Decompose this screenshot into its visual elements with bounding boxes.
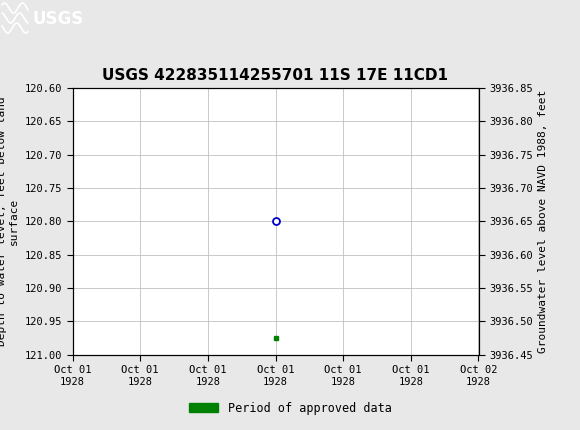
Y-axis label: Depth to water level, feet below land
surface: Depth to water level, feet below land su… bbox=[0, 97, 19, 346]
Y-axis label: Groundwater level above NAVD 1988, feet: Groundwater level above NAVD 1988, feet bbox=[538, 90, 548, 353]
Text: USGS: USGS bbox=[32, 10, 84, 28]
Legend: Period of approved data: Period of approved data bbox=[184, 397, 396, 420]
Title: USGS 422835114255701 11S 17E 11CD1: USGS 422835114255701 11S 17E 11CD1 bbox=[103, 68, 448, 83]
